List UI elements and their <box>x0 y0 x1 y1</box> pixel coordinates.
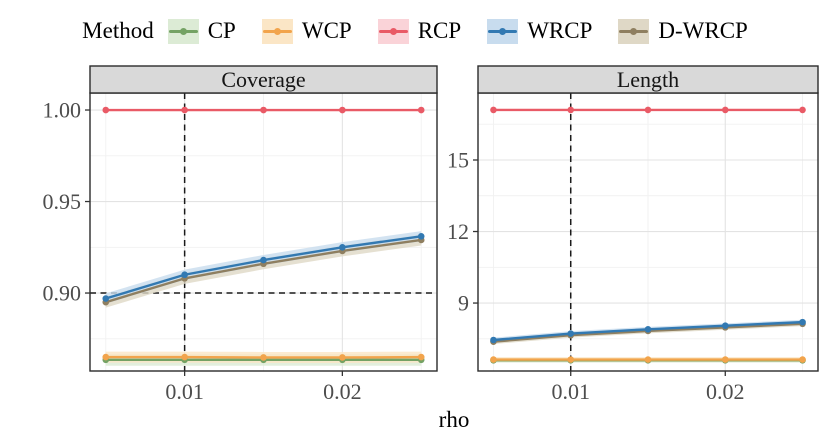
data-point-rcp <box>102 106 110 114</box>
data-point-wrcp <box>799 318 806 326</box>
facet-strip <box>89 65 438 94</box>
y-tick-label: 9 <box>458 291 469 316</box>
y-tick-label: 0.90 <box>43 281 82 306</box>
data-point-wcp <box>417 353 425 361</box>
legend-item-wrcp: WRCP <box>487 18 592 44</box>
data-point-wrcp <box>567 330 575 337</box>
x-tick-label: 0.01 <box>165 379 204 404</box>
data-point-wcp <box>260 354 267 361</box>
data-point-wcp <box>567 356 575 363</box>
data-point-wcp <box>102 353 110 361</box>
data-point-wcp <box>490 356 497 363</box>
x-tick-label: 0.01 <box>551 379 590 404</box>
data-point-wrcp <box>644 325 652 333</box>
data-point-wrcp <box>260 256 267 264</box>
data-point-wcp <box>799 356 806 363</box>
x-tick-label: 0.02 <box>323 379 362 404</box>
legend-key-dot <box>179 27 187 35</box>
legend-item-label: CP <box>207 18 236 43</box>
legend-key-dot <box>630 27 638 35</box>
data-point-wcp <box>339 354 346 361</box>
data-point-rcp <box>417 106 425 114</box>
data-point-wrcp <box>181 271 188 279</box>
legend-key-icon <box>377 18 409 44</box>
data-point-wrcp <box>490 336 497 344</box>
data-point-wrcp <box>417 233 425 240</box>
legend-key-dot <box>273 27 281 35</box>
data-point-rcp <box>260 106 267 114</box>
y-tick-label: 15 <box>447 147 469 172</box>
data-point-rcp <box>490 106 497 114</box>
legend-key-icon <box>167 18 199 44</box>
x-tick-label: 0.02 <box>706 379 745 404</box>
data-point-wrcp <box>339 243 346 251</box>
legend-key-dot <box>389 27 397 35</box>
legend-key-icon <box>618 18 650 44</box>
legend-item-label: WCP <box>301 18 352 43</box>
data-point-rcp <box>339 106 346 114</box>
data-point-wrcp <box>721 322 729 329</box>
legend: Method CP WCP RCP WRCP D-WRCP <box>0 8 830 54</box>
facet-strip-label: Coverage <box>221 67 305 92</box>
data-point-rcp <box>799 106 806 114</box>
legend-item-rcp: RCP <box>377 18 462 44</box>
data-point-wrcp <box>102 295 110 302</box>
legend-item-label: RCP <box>417 18 462 43</box>
legend-item-label: D-WRCP <box>658 18 748 43</box>
data-point-rcp <box>181 106 188 114</box>
legend-title: Method <box>82 18 154 43</box>
data-point-rcp <box>721 106 729 114</box>
y-tick-label: 1.00 <box>43 98 82 123</box>
data-point-wcp <box>721 356 729 363</box>
x-axis-title: rho <box>439 407 470 432</box>
facet-strip-label: Length <box>617 67 679 92</box>
y-tick-label: 12 <box>447 219 469 244</box>
legend-item-label: WRCP <box>527 18 593 43</box>
legend-item-d-wrcp: D-WRCP <box>618 18 748 44</box>
data-point-rcp <box>644 106 652 114</box>
y-tick-label: 0.95 <box>43 189 82 214</box>
legend-item-cp: CP <box>167 18 236 44</box>
legend-key-icon <box>261 18 293 44</box>
legend-item-wcp: WCP <box>261 18 352 44</box>
data-point-rcp <box>567 106 575 114</box>
data-point-wcp <box>181 353 188 361</box>
facet-strip <box>477 65 819 94</box>
legend-key-icon <box>487 18 519 44</box>
legend-key-dot <box>499 27 507 35</box>
data-point-wcp <box>644 356 652 363</box>
